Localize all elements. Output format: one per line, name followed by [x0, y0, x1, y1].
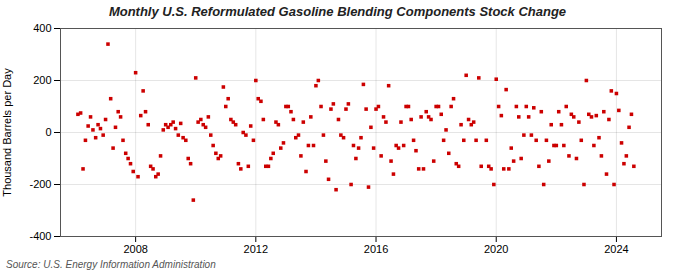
svg-text:Thousand Barrels per Day: Thousand Barrels per Day — [1, 68, 13, 197]
svg-text:-200: -200 — [29, 178, 51, 190]
svg-text:200: 200 — [33, 74, 51, 86]
svg-text:2020: 2020 — [484, 243, 508, 255]
svg-text:2024: 2024 — [604, 243, 628, 255]
svg-text:2016: 2016 — [364, 243, 388, 255]
html-text:Source: U.S. Energy Informatio: Source: U.S. Energy Information Administ… — [6, 259, 216, 270]
svg-text:0: 0 — [45, 126, 51, 138]
svg-text:2008: 2008 — [123, 243, 147, 255]
svg-text:2012: 2012 — [244, 243, 268, 255]
svg-text:400: 400 — [33, 22, 51, 34]
svg-text:-400: -400 — [29, 230, 51, 242]
html-text:Monthly U.S. Reformulated Gaso: Monthly U.S. Reformulated Gasoline Blend… — [108, 4, 567, 19]
